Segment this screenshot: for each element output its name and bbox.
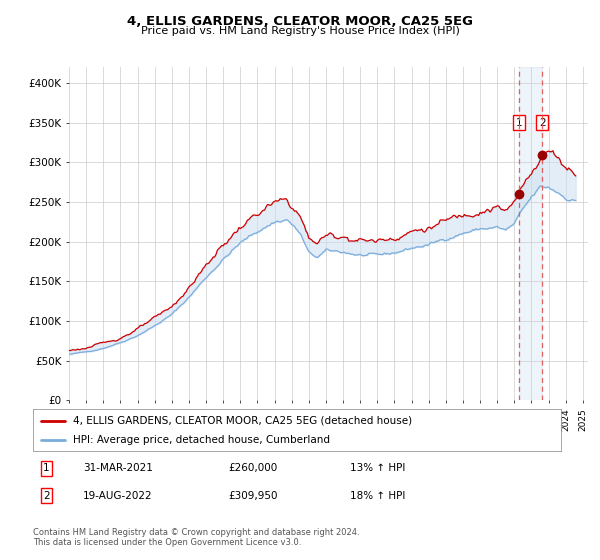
Text: 4, ELLIS GARDENS, CLEATOR MOOR, CA25 5EG: 4, ELLIS GARDENS, CLEATOR MOOR, CA25 5EG (127, 15, 473, 28)
Text: 13% ↑ HPI: 13% ↑ HPI (350, 464, 405, 474)
Text: 1: 1 (515, 118, 522, 128)
Text: 1: 1 (43, 464, 50, 474)
Text: 2: 2 (539, 118, 545, 128)
Text: 4, ELLIS GARDENS, CLEATOR MOOR, CA25 5EG (detached house): 4, ELLIS GARDENS, CLEATOR MOOR, CA25 5EG… (73, 416, 412, 426)
Text: 18% ↑ HPI: 18% ↑ HPI (350, 491, 405, 501)
Text: 19-AUG-2022: 19-AUG-2022 (83, 491, 153, 501)
Bar (518, 67, 542, 400)
Text: Price paid vs. HM Land Registry's House Price Index (HPI): Price paid vs. HM Land Registry's House … (140, 26, 460, 36)
Text: Contains HM Land Registry data © Crown copyright and database right 2024.
This d: Contains HM Land Registry data © Crown c… (33, 528, 359, 547)
Text: 31-MAR-2021: 31-MAR-2021 (83, 464, 153, 474)
Text: 2: 2 (43, 491, 50, 501)
Text: £309,950: £309,950 (229, 491, 278, 501)
Text: HPI: Average price, detached house, Cumberland: HPI: Average price, detached house, Cumb… (73, 435, 329, 445)
Text: £260,000: £260,000 (229, 464, 278, 474)
